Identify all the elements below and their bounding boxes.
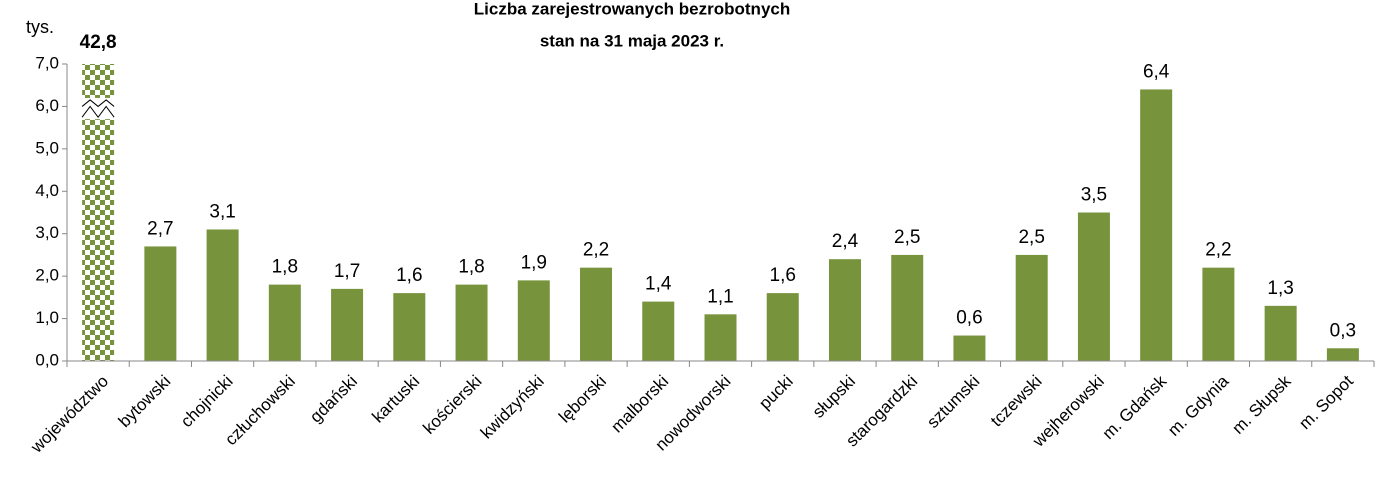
y-tick-label: 0,0 (35, 350, 59, 369)
data-label: 2,2 (583, 240, 609, 261)
chart-title: Liczba zarejestrowanych bezrobotnych (474, 0, 790, 18)
bar (891, 254, 924, 361)
x-tick-label: bytowski (115, 372, 175, 432)
bar (82, 64, 115, 361)
x-tick-label: województwo (26, 372, 112, 458)
bar (704, 314, 737, 361)
bar (1264, 305, 1297, 361)
y-tick-label: 7,0 (35, 53, 59, 72)
x-tick-label: gdański (306, 372, 361, 427)
x-tick-label: lęborski (555, 372, 610, 427)
y-tick-label: 3,0 (35, 223, 59, 242)
y-tick-label: 4,0 (35, 181, 59, 200)
x-tick-label: tczewski (987, 372, 1046, 431)
bar (206, 229, 239, 361)
data-label: 1,6 (396, 265, 422, 286)
data-label: 1,1 (707, 286, 733, 307)
bar (393, 293, 426, 361)
bar (1326, 348, 1359, 361)
bar (953, 335, 986, 361)
data-label: 1,7 (334, 261, 360, 282)
x-tick-label: m. Słupsk (1228, 371, 1295, 438)
x-tick-label: m. Gdynia (1164, 371, 1233, 440)
axis-break (81, 105, 115, 118)
x-tick-label: m. Sopot (1295, 371, 1357, 433)
x-tick-label: kościerski (419, 372, 485, 438)
bar (1202, 267, 1235, 361)
y-tick-label: 5,0 (35, 138, 59, 157)
bar (517, 280, 550, 361)
bar (144, 246, 177, 361)
data-label: 1,8 (458, 257, 484, 278)
y-axis-label: tys. (26, 17, 54, 37)
data-label: 2,5 (894, 227, 920, 248)
data-label: 2,2 (1205, 240, 1231, 261)
data-label: 42,8 (80, 32, 117, 53)
data-label: 3,5 (1081, 185, 1107, 206)
bar (766, 293, 799, 361)
x-tick-label: malborski (607, 372, 672, 437)
data-label: 1,6 (770, 265, 796, 286)
data-label: 2,7 (147, 218, 173, 239)
data-label: 0,6 (956, 308, 982, 329)
bar (828, 259, 861, 361)
data-label: 2,5 (1018, 227, 1044, 248)
bar (580, 267, 613, 361)
bar (268, 284, 301, 361)
data-label: 1,3 (1267, 278, 1293, 299)
axis-break (81, 99, 115, 108)
bar (455, 284, 488, 361)
data-label: 6,4 (1143, 61, 1170, 82)
x-tick-label: słupski (809, 372, 859, 422)
bar (331, 288, 364, 361)
y-tick-label: 2,0 (35, 266, 59, 285)
x-tick-label: kwidzyński (477, 372, 548, 443)
x-tick-label: sztumski (923, 372, 983, 432)
data-label: 2,4 (832, 231, 859, 252)
data-label: 3,1 (209, 201, 235, 222)
x-tick-label: kartuski (368, 372, 423, 427)
x-tick-label: m. Gdańsk (1099, 371, 1171, 443)
data-label: 1,8 (272, 257, 298, 278)
x-tick-label: chojnicki (177, 372, 237, 432)
axis-break (81, 97, 116, 120)
bar (1077, 212, 1110, 361)
y-tick-label: 1,0 (35, 308, 59, 327)
y-tick-label: 6,0 (35, 96, 59, 115)
bar (642, 301, 675, 361)
data-label: 1,4 (645, 274, 672, 295)
data-label: 1,9 (521, 252, 547, 273)
data-label: 0,3 (1330, 320, 1356, 341)
bar (1140, 89, 1173, 361)
x-tick-label: pucki (755, 372, 796, 413)
chart-subtitle: stan na 31 maja 2023 r. (540, 31, 724, 50)
bar (1015, 254, 1048, 361)
